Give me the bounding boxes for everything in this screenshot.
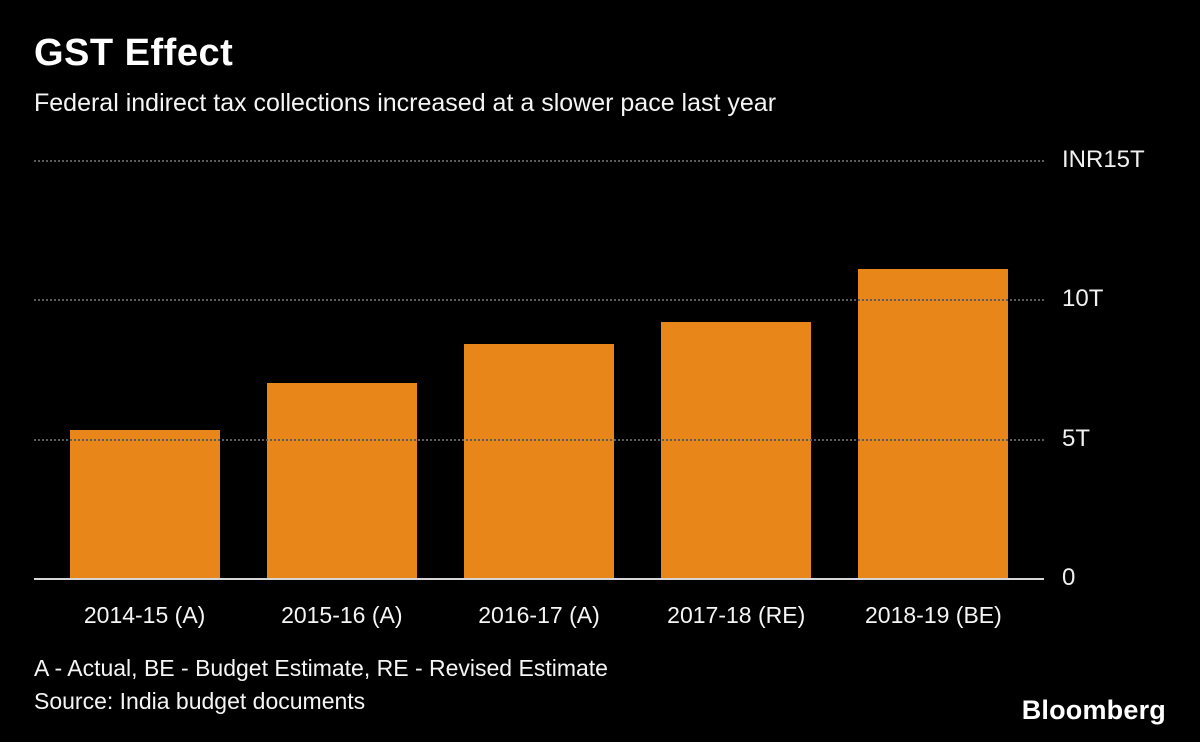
x-tick-label: 2017-18 (RE)	[667, 602, 806, 628]
gridline	[34, 299, 1044, 302]
x-tick-label: 2016-17 (A)	[478, 602, 600, 628]
bar	[266, 382, 417, 578]
chart-header: GST Effect Federal indirect tax collecti…	[0, 0, 1200, 118]
bloomberg-logo: Bloomberg	[1021, 695, 1166, 725]
abbreviation-note: A - Actual, BE - Budget Estimate, RE - R…	[34, 655, 608, 681]
source-note: Source: India budget documents	[34, 688, 366, 714]
x-tick-label: 2014-15 (A)	[83, 602, 206, 628]
y-tick-label: INR15T	[1062, 146, 1145, 173]
y-tick-label: 5T	[1062, 424, 1091, 452]
bar-chart: INR15T 10T 5T 0	[34, 146, 1166, 591]
bar-slot	[243, 160, 440, 578]
chart-footnotes: A - Actual, BE - Budget Estimate, RE - R…	[34, 654, 1166, 716]
bars-container	[34, 160, 1044, 578]
bar-slot	[46, 160, 243, 578]
x-axis-baseline	[34, 578, 1044, 580]
chart-title: GST Effect	[34, 32, 234, 74]
x-tick-label: 2015-16 (A)	[281, 602, 403, 628]
bar-slot	[440, 160, 637, 578]
y-tick-label: 10T	[1062, 285, 1104, 313]
x-tick-label: 2018-19 (BE)	[865, 602, 1002, 628]
chart-subtitle: Federal indirect tax collections increas…	[34, 89, 777, 117]
bar	[661, 321, 812, 578]
bar	[858, 268, 1009, 578]
bar	[464, 343, 614, 578]
bar-slot	[638, 160, 835, 578]
gridline	[34, 160, 1044, 162]
y-tick-label: 0	[1062, 564, 1076, 591]
plot-area	[34, 160, 1044, 580]
y-axis-labels: INR15T 10T 5T 0	[1062, 146, 1166, 591]
bar-slot	[835, 160, 1032, 578]
x-axis-labels: 2014-15 (A) 2015-16 (A) 2016-17 (A) 2017-18…	[34, 600, 1044, 630]
gridline	[34, 438, 1044, 441]
bar	[69, 430, 220, 578]
